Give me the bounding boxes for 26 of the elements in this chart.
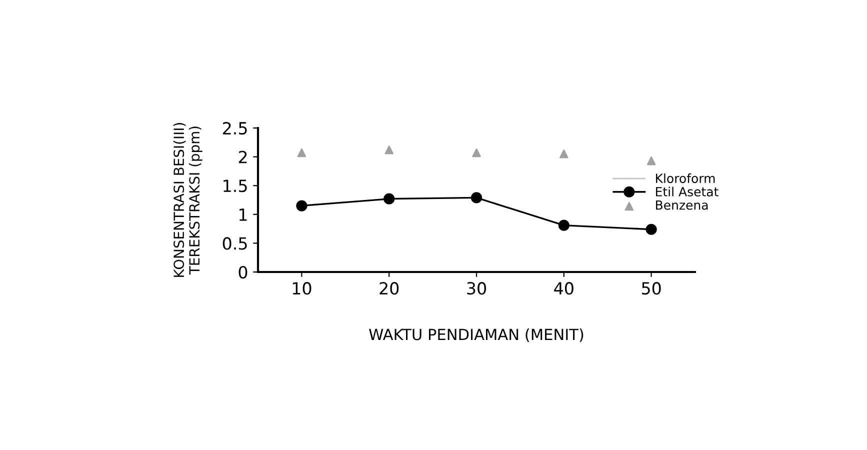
y-tick-label: 1.5 (224, 180, 247, 192)
point (472, 148, 481, 158)
y-tick-label: 2 (238, 150, 247, 164)
x-axis-title: WAKTU PENDIAMAN (MENIT) (369, 328, 584, 342)
point (560, 150, 568, 158)
point (558, 220, 570, 231)
point (384, 193, 395, 204)
y-tick-label: 0.5 (222, 237, 247, 250)
x-tick-label: 10 (292, 282, 312, 295)
x-tick-label: 20 (380, 282, 399, 295)
point (296, 200, 308, 212)
point (384, 146, 394, 154)
y-tick-label: 1 (240, 208, 247, 221)
y-tick-label: 2.5 (222, 122, 247, 135)
x-tick-label: 50 (642, 282, 661, 295)
x-tick-label: 40 (554, 282, 574, 295)
legend-label: Kloroform (656, 173, 715, 184)
point (646, 156, 656, 166)
legend-label: Etil Asetat (656, 186, 718, 196)
legend-label: Benzena (656, 200, 708, 210)
point (470, 192, 482, 204)
x-tick-label: 30 (467, 282, 486, 295)
point (297, 148, 306, 158)
y-tick-label: 0 (238, 266, 248, 279)
point (646, 224, 657, 235)
y-axis-title: KONSENTRASI BESI(III) TEREKSTRAKSI (ppm) (173, 123, 202, 277)
